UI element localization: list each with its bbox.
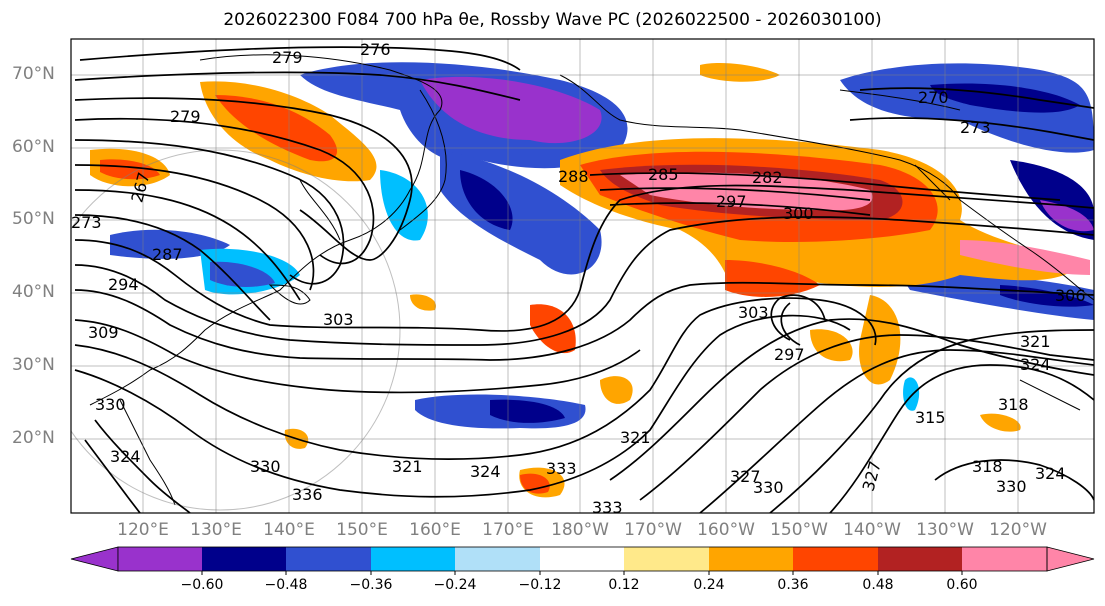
lon-label: 130°E [190,520,242,540]
colorbar-extend-low [70,546,119,572]
colorbar-segment [624,547,709,571]
colorbar-ticks [201,571,963,575]
lat-label: 70°N [12,64,55,84]
colorbar-tick-label: 0.24 [693,577,725,593]
lon-label: 120°E [117,520,169,540]
lon-label: 160°E [409,520,461,540]
lat-label: 20°N [12,428,55,448]
lon-label: 160°W [697,520,755,540]
colorbar-segment [118,547,202,571]
contour-label: 306 [1055,286,1086,305]
lon-label: 130°W [916,520,974,540]
contour-label: 303 [323,310,354,329]
contour-label: 324 [470,462,501,481]
contour-label: 324 [1020,355,1051,374]
colorbar-tick-label: −0.24 [433,577,477,593]
contour-label: 324 [110,447,141,466]
colorbar-segment [709,547,793,571]
contour-label: 279 [170,107,201,126]
colorbar-tick-label: 0.12 [608,577,640,593]
map-frame [70,38,1095,514]
colorbar-tick-label: −0.12 [518,577,562,593]
contour-label: 321 [392,457,423,476]
colorbar-segment [540,547,624,571]
colorbar-tick-label: −0.48 [264,577,308,593]
colorbar-extend-high [1046,546,1095,572]
contour-label: 333 [592,498,623,517]
contour-label: 297 [716,192,747,211]
coastlines [89,54,1094,506]
colorbar-segment [371,547,455,571]
lon-label: 140°E [263,520,315,540]
contour-label: 270 [918,88,949,107]
contour-label: 327 [859,459,885,493]
contour-label: 300 [783,204,814,223]
contour-label: 315 [915,408,946,427]
colorbar-tick-label: 0.48 [862,577,894,593]
lat-label: 50°N [12,209,55,229]
positive-shading [90,63,1090,498]
contour-label: 288 [558,167,589,186]
colorbar [70,546,1095,575]
contour-label: 330 [753,478,784,497]
colorbar-segment [455,547,540,571]
lon-label: 180°W [551,520,609,540]
negative-shading [110,62,1094,429]
contour-label: 273 [71,213,102,232]
lon-label: 150°E [336,520,388,540]
lat-label: 40°N [12,282,55,302]
lon-label: 170°E [482,520,534,540]
contour-label: 279 [272,48,303,67]
colorbar-segment [202,547,286,571]
contour-labels: 276 279 279 270 273 267 273 288 285 282 … [71,40,1086,517]
lat-label: 30°N [12,355,55,375]
lon-label: 120°W [989,520,1047,540]
colorbar-tick-label: −0.60 [180,577,224,593]
colorbar-segment [878,547,962,571]
lon-label: 140°W [843,520,901,540]
contour-label: 327 [730,467,761,486]
lon-label: 170°W [624,520,682,540]
colorbar-tick-label: 0.36 [777,577,809,593]
lat-label: 60°N [12,137,55,157]
colorbar-tick-label: −0.36 [349,577,393,593]
colorbar-segment [793,547,878,571]
contour-label: 294 [108,275,139,294]
lon-label: 150°W [770,520,828,540]
contour-label: 309 [88,323,119,342]
gridlines [71,39,1094,513]
contour-label: 336 [292,485,323,504]
contour-label: 324 [1035,464,1066,483]
colorbar-tick-label: 0.60 [946,577,978,593]
contour-label: 333 [546,459,577,478]
contour-label: 276 [360,40,391,59]
map-title: 2026022300 F084 700 hPa θe, Rossby Wave … [223,10,882,30]
contour-label: 318 [972,457,1003,476]
contour-label: 330 [250,457,281,476]
colorbar-segment [962,547,1047,571]
contour-label: 330 [95,395,126,414]
colorbar-segment [286,547,371,571]
contour-label: 321 [1020,332,1051,351]
contour-label: 285 [648,165,679,184]
contour-label: 273 [960,118,991,137]
contour-label: 303 [738,303,769,322]
colorbar-outline [117,546,1048,572]
map-content: 276 279 279 270 273 267 273 288 285 282 … [71,39,1094,517]
contour-label: 321 [620,428,651,447]
contour-label: 287 [152,245,183,264]
contour-label: 282 [752,168,783,187]
contour-label: 318 [998,395,1029,414]
contour-label: 297 [774,345,805,364]
theta-e-contours [74,46,1094,513]
contour-label: 330 [996,477,1027,496]
